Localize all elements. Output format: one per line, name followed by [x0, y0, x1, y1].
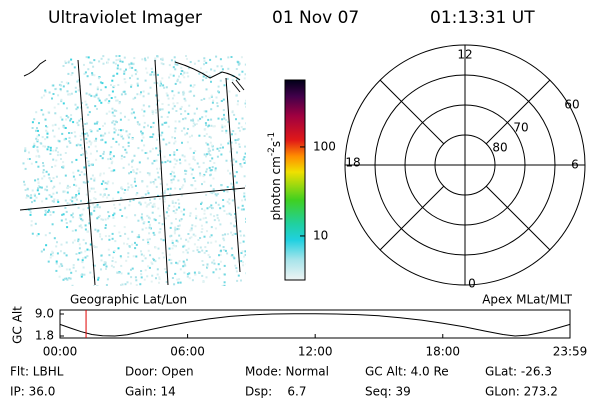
altitude-plot: 9.0 1.8 00:00 06:00 12:00 18:00 23:59 — [35, 307, 587, 359]
mlt-label: 18 — [345, 156, 360, 170]
polar-grid — [344, 44, 586, 286]
status-field: Dsp: 6.7 — [245, 385, 307, 399]
status-field: GC Alt: 4.0 Re — [365, 365, 449, 379]
status-field: IP: 36.0 — [10, 385, 55, 399]
altitude-frame — [59, 309, 571, 339]
lat-label: 60 — [564, 98, 579, 112]
altitude-line — [59, 313, 571, 337]
status-field: GLat: -26.3 — [485, 365, 552, 379]
y-axis-label: GC Alt — [11, 306, 25, 344]
mlt-label: 12 — [457, 48, 472, 62]
image-speckles — [22, 55, 246, 286]
x-tick-label: 23:59 — [553, 345, 588, 359]
status-field: Mode: Normal — [245, 365, 329, 379]
status-field: Flt: LBHL — [10, 365, 64, 379]
status-panel: Flt: LBHL Door: Open Mode: Normal GC Alt: 4… — [10, 365, 558, 399]
x-tick-label: 18:00 — [425, 345, 460, 359]
colorbar-tick-label: 100 — [313, 139, 336, 153]
mlt-label: 6 — [571, 158, 579, 172]
y-tick-label: 9.0 — [35, 307, 54, 321]
caption: Geographic Lat/Lon — [70, 293, 187, 307]
y-tick-label: 1.8 — [35, 329, 54, 343]
status-field: Gain: 14 — [125, 385, 176, 399]
colorbar-label: photon cm-2s-1 — [264, 120, 283, 239]
lat-label: 80 — [492, 141, 507, 155]
status-field: GLon: 273.2 — [485, 385, 558, 399]
colorbar-tick-label: 10 — [313, 228, 328, 242]
status-field: Door: Open — [125, 365, 194, 379]
date: 01 Nov 07 — [272, 8, 359, 28]
mlt-label: 0 — [468, 277, 476, 291]
x-tick-label: 06:00 — [170, 345, 205, 359]
x-tick-label: 00:00 — [43, 345, 78, 359]
lat-label: 70 — [513, 121, 528, 135]
caption: Apex MLat/MLT — [482, 293, 572, 307]
x-tick-label: 12:00 — [298, 345, 333, 359]
colorbar — [284, 79, 306, 281]
title: Ultraviolet Imager — [48, 8, 202, 28]
map-grid — [20, 59, 246, 286]
status-field: Seq: 39 — [365, 385, 411, 399]
time: 01:13:31 UT — [430, 8, 535, 28]
